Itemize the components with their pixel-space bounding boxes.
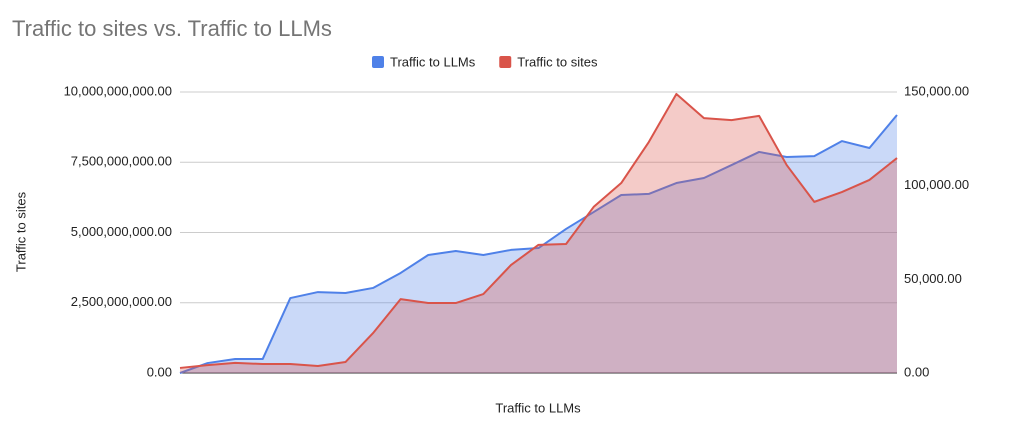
y2-tick-label: 0.00: [904, 364, 929, 379]
area: [180, 115, 897, 374]
y2-tick-label: 100,000.00: [904, 177, 969, 192]
line: [179, 92, 898, 369]
y-tick-label: 10,000,000,000.00: [64, 83, 172, 98]
area: [180, 93, 897, 373]
legend-swatch: [372, 56, 384, 68]
y-tick-label: 7,500,000,000.00: [71, 154, 172, 169]
y-tick-label: 2,500,000,000.00: [71, 294, 172, 309]
y-tick-label: 5,000,000,000.00: [71, 224, 172, 239]
y2-tick-label: 50,000.00: [904, 271, 962, 286]
y2-tick-label: 150,000.00: [904, 83, 969, 98]
y-axis-label: Traffic to sites: [13, 191, 28, 272]
x-axis-label: Traffic to LLMs: [495, 400, 581, 415]
chart-title: Traffic to sites vs. Traffic to LLMs: [12, 16, 332, 41]
y-tick-label: 0.00: [147, 364, 172, 379]
line: [179, 114, 898, 374]
legend-swatch: [499, 56, 512, 68]
legend-label: Traffic to LLMs: [390, 54, 476, 69]
legend-label: Traffic to sites: [517, 54, 598, 69]
